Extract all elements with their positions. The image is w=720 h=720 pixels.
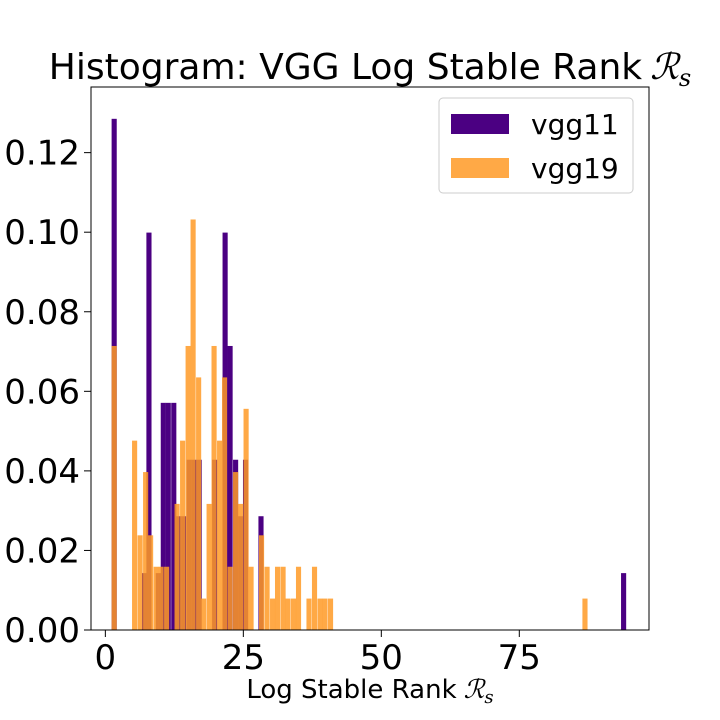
x-tick-label-2: 50 (360, 638, 403, 678)
bar-vgg19-23 (258, 535, 265, 630)
legend-swatch-vgg11 (451, 114, 509, 134)
bar-vgg19-18 (227, 566, 233, 630)
bar-vgg11-14 (227, 345, 233, 630)
y-tick-label-2: 0.04 (4, 452, 80, 492)
x-axis-label: Log Stable Rank ℛs (246, 675, 493, 708)
bar-vgg19-15 (211, 345, 217, 630)
legend: vgg11 vgg19 (438, 97, 634, 194)
bar-vgg19-29 (290, 598, 297, 630)
y-tick-label-1: 0.02 (4, 531, 80, 571)
bar-vgg19-4 (148, 535, 154, 630)
bar-vgg19-36 (582, 598, 588, 630)
legend-swatch-vgg19 (451, 158, 509, 178)
bar-vgg19-20 (238, 503, 244, 630)
bar-vgg19-21 (243, 408, 249, 630)
bar-vgg19-31 (306, 598, 312, 630)
bar-vgg19-16 (217, 440, 223, 630)
bar-vgg19-25 (270, 598, 276, 630)
legend-label-vgg11: vgg11 (531, 108, 619, 141)
bar-vgg19-35 (327, 598, 334, 630)
chart-title: Histogram: VGG Log Stable Rank ℛs (49, 47, 691, 92)
bar-vgg19-11 (190, 219, 196, 630)
x-tick-label-3: 75 (498, 638, 541, 678)
y-tick-label-3: 0.06 (4, 372, 80, 412)
bar-vgg19-0 (111, 345, 117, 630)
bar-vgg19-28 (285, 598, 291, 630)
bar-vgg11-2 (146, 232, 152, 630)
y-tick-label-6: 0.12 (4, 134, 80, 174)
bar-vgg19-10 (185, 345, 191, 630)
bar-vgg11-19 (621, 573, 627, 630)
bar-vgg19-27 (280, 566, 286, 630)
plot-frame (90, 86, 650, 631)
bar-vgg11-4 (160, 402, 166, 630)
axis-ticks: 0 25 50 75 0.00 0.02 0.04 0.06 0.08 0.10 0.12 (4, 134, 541, 678)
bar-vgg11-6 (171, 402, 177, 630)
bar-vgg19-13 (201, 598, 207, 630)
bar-vgg19-1 (132, 440, 138, 630)
x-tick-label-1: 25 (222, 638, 265, 678)
bar-vgg19-17 (222, 377, 228, 630)
bar-vgg19-7 (164, 566, 170, 630)
bar-vgg19-30 (295, 566, 302, 630)
y-tick-label-4: 0.08 (4, 293, 80, 333)
bar-vgg19-34 (322, 598, 328, 630)
bar-vgg19-19 (233, 472, 239, 630)
series-vgg19 (111, 219, 588, 630)
bar-vgg19-12 (196, 377, 202, 630)
bar-vgg19-33 (317, 598, 323, 630)
bars-layer (111, 118, 627, 630)
bar-vgg19-9 (180, 440, 186, 630)
bar-vgg19-24 (264, 566, 270, 630)
bar-vgg19-2 (137, 535, 143, 630)
legend-label-vgg19: vgg19 (531, 152, 619, 185)
bar-vgg19-22 (248, 566, 254, 630)
y-tick-label-0: 0.00 (4, 611, 80, 651)
bar-vgg19-14 (206, 503, 212, 630)
bar-vgg19-6 (158, 566, 164, 630)
x-tick-label-0: 0 (95, 638, 117, 678)
y-tick-label-5: 0.10 (4, 213, 80, 253)
bar-vgg19-8 (174, 503, 180, 630)
bar-vgg19-5 (153, 566, 159, 630)
bar-vgg19-26 (274, 566, 281, 630)
bar-vgg11-5 (165, 402, 171, 630)
bar-vgg19-3 (143, 472, 149, 630)
bar-vgg19-32 (311, 566, 318, 630)
